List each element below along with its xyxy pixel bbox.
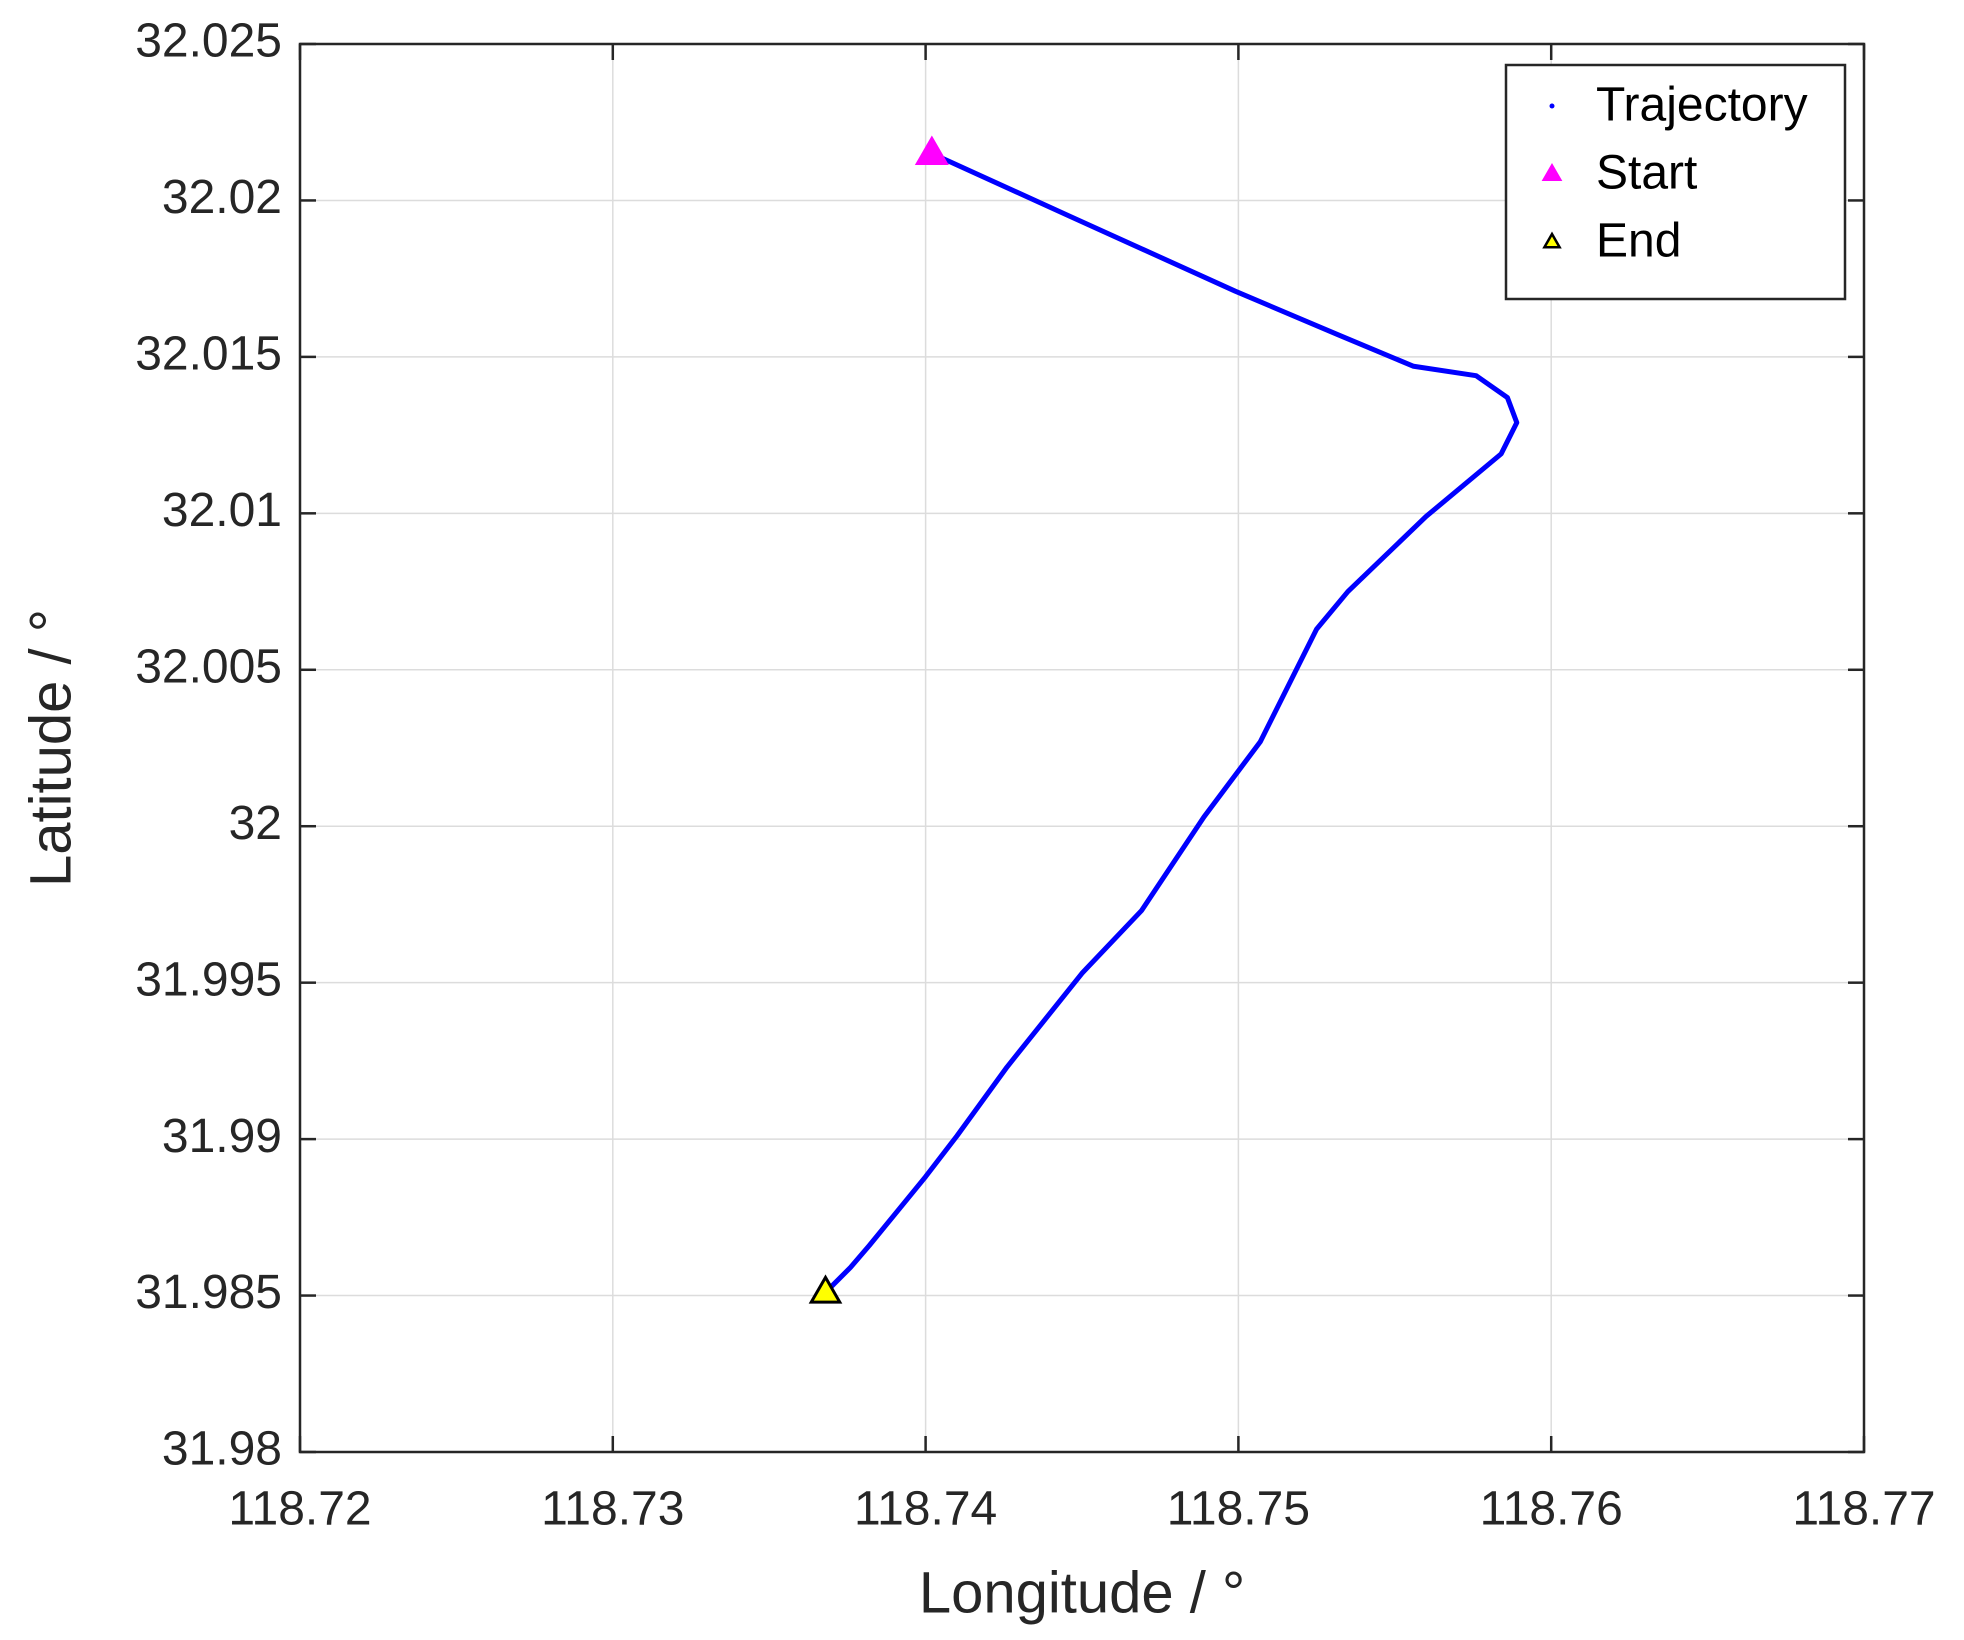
legend-marker — [1541, 162, 1563, 181]
marker — [914, 135, 949, 166]
y-tick-label: 32.015 — [135, 328, 282, 381]
plot-area — [808, 135, 1520, 1304]
x-tick-label: 118.72 — [228, 1483, 371, 1536]
y-axis-label: Latitude / ° — [18, 609, 83, 887]
legend-label: Start — [1596, 147, 1697, 200]
y-tick-label: 31.99 — [162, 1110, 282, 1163]
legend-marker — [1549, 103, 1555, 109]
legend-label: End — [1596, 215, 1681, 268]
x-tick-label: 118.76 — [1480, 1483, 1623, 1536]
marker — [808, 1274, 843, 1304]
x-tick-label: 118.73 — [541, 1483, 684, 1536]
y-tick-label: 31.995 — [135, 953, 282, 1006]
y-tick-label: 32.02 — [162, 171, 282, 224]
legend-box — [1504, 63, 1847, 301]
y-tick-label: 32.005 — [135, 640, 282, 693]
y-tick-label: 31.98 — [162, 1423, 282, 1476]
grid — [299, 43, 1865, 1453]
legend-label: Trajectory — [1596, 79, 1808, 132]
axes-box — [298, 42, 1866, 1454]
x-tick-label: 118.75 — [1167, 1483, 1310, 1536]
x-tick-label: 118.77 — [1792, 1483, 1935, 1536]
y-tick-label: 31.985 — [135, 1266, 282, 1319]
trajectory-line — [823, 151, 1520, 1295]
y-tick-label: 32 — [229, 797, 282, 850]
legend-marker — [1542, 231, 1562, 249]
legend: Trajectory Start End — [1504, 63, 1847, 301]
y-tick-label: 32.01 — [162, 484, 282, 537]
y-tick-label: 32.025 — [135, 15, 282, 68]
x-axis-label: Longitude / ° — [919, 1560, 1245, 1625]
x-tick-label: 118.74 — [854, 1483, 997, 1536]
